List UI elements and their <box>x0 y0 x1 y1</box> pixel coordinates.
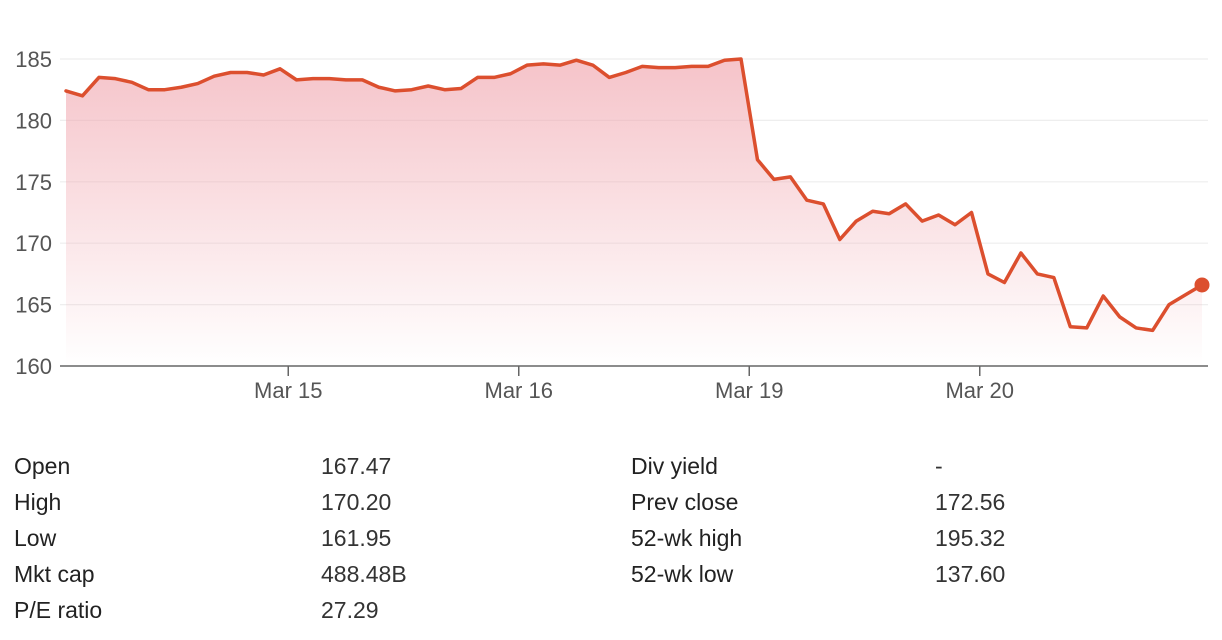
x-axis-ticks: Mar 15 Mar 16 Mar 19 Mar 20 <box>254 366 1014 403</box>
stat-label-52wk-low: 52-wk low <box>631 561 734 587</box>
price-area-fill <box>66 59 1202 366</box>
stat-value-52wk-high: 195.32 <box>935 525 1006 551</box>
stat-value-high: 170.20 <box>321 489 392 515</box>
y-tick-label: 175 <box>15 170 52 195</box>
stat-value-52wk-low: 137.60 <box>935 561 1006 587</box>
stat-label-high: High <box>14 489 62 515</box>
y-tick-label: 170 <box>15 231 52 256</box>
stat-label-open: Open <box>14 453 71 479</box>
stat-label-prev-close: Prev close <box>631 489 739 515</box>
y-tick-label: 185 <box>15 47 52 72</box>
stat-row: Open 167.47 Div yield - <box>0 448 1222 484</box>
stat-row: Low 161.95 52-wk high 195.32 <box>0 520 1222 556</box>
y-tick-label: 165 <box>15 293 52 318</box>
stat-label-div-yield: Div yield <box>631 453 718 479</box>
stat-label-low: Low <box>14 525 57 551</box>
stat-row: High 170.20 Prev close 172.56 <box>0 484 1222 520</box>
stat-value-mkt-cap: 488.48B <box>321 561 407 587</box>
y-tick-label: 180 <box>15 108 52 133</box>
stat-value-open: 167.47 <box>321 453 392 479</box>
stat-label-pe-ratio: P/E ratio <box>14 597 103 623</box>
x-tick-label: Mar 15 <box>254 378 322 403</box>
stat-row: Mkt cap 488.48B 52-wk low 137.60 <box>0 556 1222 592</box>
x-tick-label: Mar 19 <box>715 378 783 403</box>
stat-label-mkt-cap: Mkt cap <box>14 561 95 587</box>
stat-value-low: 161.95 <box>321 525 392 551</box>
stat-label-52wk-high: 52-wk high <box>631 525 743 551</box>
y-tick-label: 160 <box>15 354 52 379</box>
stat-row: P/E ratio 27.29 <box>0 592 1222 628</box>
price-line <box>64 57 1204 333</box>
stat-value-prev-close: 172.56 <box>935 489 1006 515</box>
x-tick-label: Mar 16 <box>485 378 553 403</box>
x-tick-label: Mar 20 <box>945 378 1013 403</box>
y-axis-ticks: 160 165 170 175 180 185 <box>15 47 52 379</box>
stat-value-div-yield: - <box>935 453 943 479</box>
last-price-marker[interactable] <box>1194 277 1210 293</box>
stat-value-pe-ratio: 27.29 <box>321 597 379 623</box>
